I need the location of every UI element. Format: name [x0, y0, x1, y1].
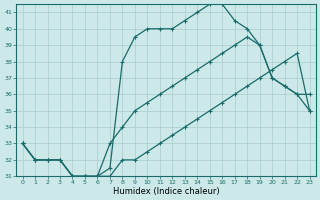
X-axis label: Humidex (Indice chaleur): Humidex (Indice chaleur) — [113, 187, 220, 196]
